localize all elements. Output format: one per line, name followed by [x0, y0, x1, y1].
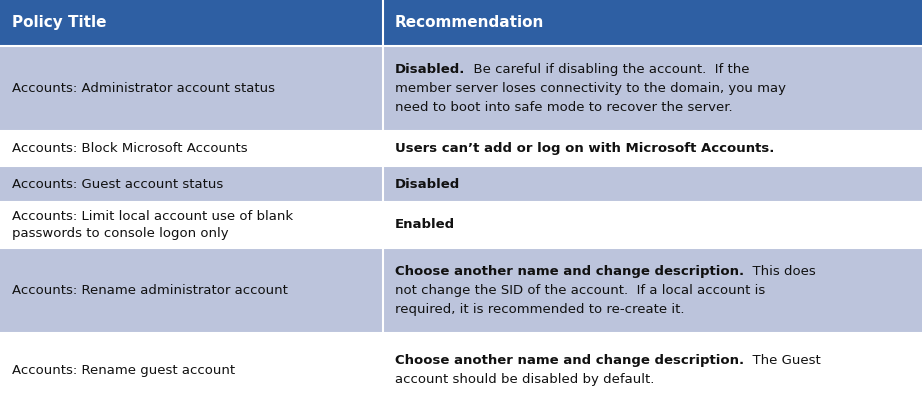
- Bar: [0, 202, 383, 248]
- Bar: [383, 166, 922, 202]
- Text: Disabled.: Disabled.: [395, 63, 465, 76]
- Text: The Guest: The Guest: [744, 354, 821, 367]
- Text: member server loses connectivity to the domain, you may: member server loses connectivity to the …: [395, 82, 786, 95]
- Text: Recommendation: Recommendation: [395, 15, 544, 30]
- Bar: [383, 202, 922, 248]
- Text: Accounts: Block Microsoft Accounts: Accounts: Block Microsoft Accounts: [12, 142, 248, 155]
- Text: need to boot into safe mode to recover the server.: need to boot into safe mode to recover t…: [395, 101, 732, 114]
- Bar: [383, 46, 922, 131]
- Bar: [0, 166, 383, 202]
- Text: Accounts: Rename administrator account: Accounts: Rename administrator account: [12, 284, 288, 297]
- Bar: [0, 46, 383, 131]
- Text: Choose another name and change description.: Choose another name and change descripti…: [395, 265, 744, 278]
- Text: Accounts: Guest account status: Accounts: Guest account status: [12, 178, 223, 190]
- Text: Disabled: Disabled: [395, 178, 460, 190]
- Bar: [0, 0, 922, 46]
- Text: Policy Title: Policy Title: [12, 15, 106, 30]
- Text: required, it is recommended to re-create it.: required, it is recommended to re-create…: [395, 303, 684, 316]
- Bar: [0, 131, 383, 166]
- Bar: [383, 333, 922, 407]
- Bar: [0, 333, 383, 407]
- Text: Accounts: Limit local account use of blank
passwords to console logon only: Accounts: Limit local account use of bla…: [12, 210, 293, 240]
- Text: Enabled: Enabled: [395, 219, 455, 231]
- Text: not change the SID of the account.  If a local account is: not change the SID of the account. If a …: [395, 284, 765, 297]
- Text: This does: This does: [744, 265, 815, 278]
- Bar: [0, 248, 383, 333]
- Text: Accounts: Administrator account status: Accounts: Administrator account status: [12, 82, 275, 95]
- Bar: [383, 248, 922, 333]
- Bar: [383, 131, 922, 166]
- Text: account should be disabled by default.: account should be disabled by default.: [395, 373, 654, 386]
- Text: Be careful if disabling the account.  If the: Be careful if disabling the account. If …: [465, 63, 750, 76]
- Text: Users can’t add or log on with Microsoft Accounts.: Users can’t add or log on with Microsoft…: [395, 142, 774, 155]
- Text: Accounts: Rename guest account: Accounts: Rename guest account: [12, 364, 235, 376]
- Text: Choose another name and change description.: Choose another name and change descripti…: [395, 354, 744, 367]
